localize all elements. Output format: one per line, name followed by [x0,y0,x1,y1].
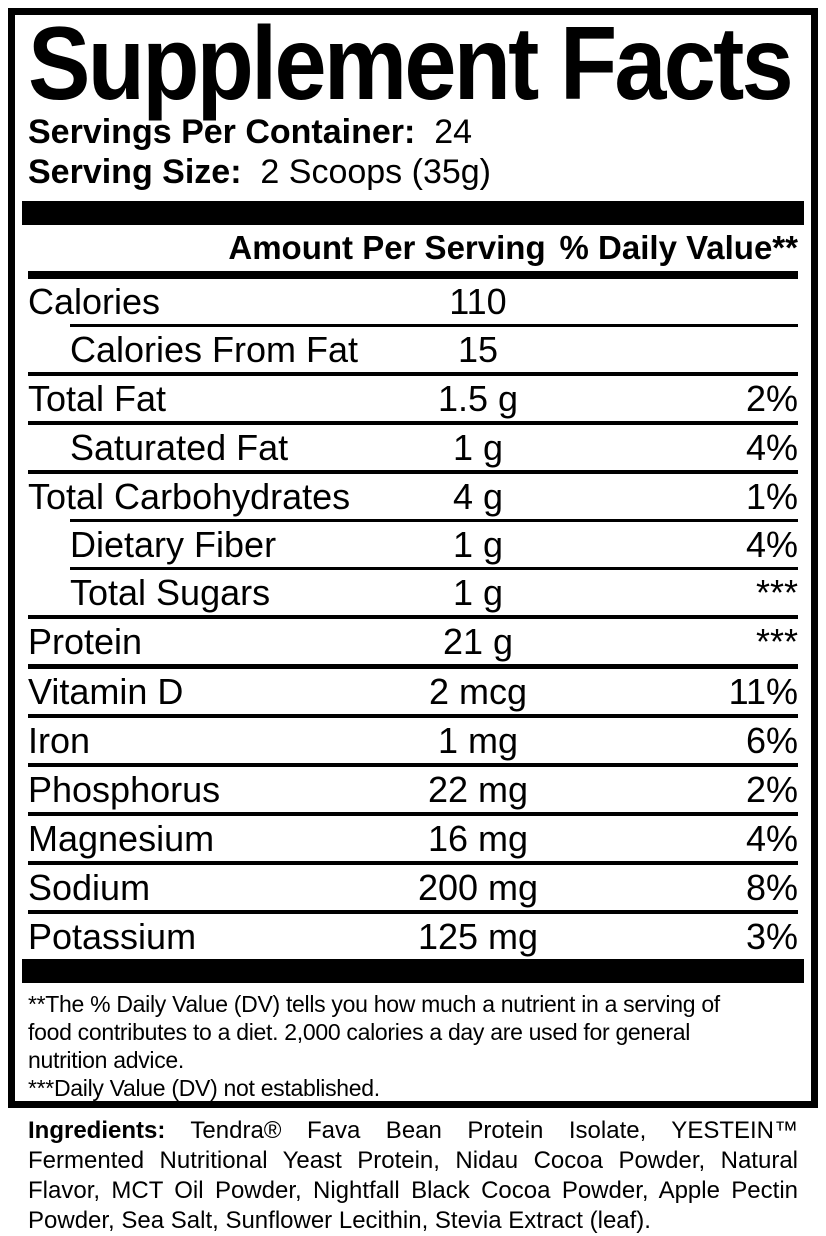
dv-footnote-line: nutrition advice. [28,1047,184,1073]
row-magnesium: Magnesium 16 mg 4% [28,816,798,861]
not-established-footnote: ***Daily Value (DV) not established. [28,1075,380,1101]
nutrient-dv: 3% [745,915,798,957]
dv-footnote-line: **The % Daily Value (DV) tells you how m… [28,991,720,1017]
nutrient-dv: 4% [745,523,798,565]
row-divider [28,812,798,816]
row-calories: Calories 110 [28,279,798,324]
nutrient-amount: 1 g [452,571,504,613]
amount-per-serving-header: Amount Per Serving [228,229,546,266]
serving-size-spacer [251,153,260,191]
row-iron: Iron 1 mg 6% [28,718,798,763]
row-sodium: Sodium 200 mg 8% [28,865,798,910]
nutrient-dv: 4% [745,817,798,859]
row-divider [70,567,798,570]
nutrient-name: Total Sugars [70,571,271,613]
row-divider [28,421,798,425]
thick-divider-bottom [22,959,804,983]
nutrient-name: Protein [28,620,143,662]
nutrient-amount: 4 g [452,475,504,517]
nutrient-name: Saturated Fat [70,426,289,468]
row-divider [28,664,798,669]
nutrient-amount: 1 g [452,523,504,565]
row-vitamin-d: Vitamin D 2 mcg 11% [28,669,798,714]
ingredients-line: Ingredients: Tendra® Fava Bean Protein I… [28,1116,798,1146]
row-saturated-fat: Saturated Fat 1 g 4% [28,425,798,470]
nutrient-name: Phosphorus [28,768,221,810]
nutrient-dv: 4% [745,426,798,468]
nutrient-name: Sodium [28,866,151,908]
header-rule [28,271,798,279]
daily-value-header: % Daily Value** [559,229,798,266]
nutrient-amount: 2 mcg [428,670,528,712]
nutrient-name: Calories From Fat [70,328,359,370]
nutrient-name: Total Carbohydrates [28,475,351,517]
row-divider [28,763,798,767]
nutrient-amount: 110 [449,280,507,322]
ingredients-line: Fermented Nutritional Yeast Protein, Nid… [28,1147,798,1174]
nutrient-amount: 125 mg [417,915,539,957]
serving-size: Serving Size: 2 Scoops (35g) [28,152,798,192]
servings-per-container-label: Servings Per Container: [28,113,416,151]
row-divider [28,615,798,619]
ingredients-section: Ingredients: Tendra® Fava Bean Protein I… [28,1116,798,1236]
nutrient-amount: 1 mg [437,719,519,761]
row-divider [28,714,798,718]
ingredients-label: Ingredients: [28,1117,166,1144]
ingredients-line: Flavor, MCT Oil Powder, Nightfall Black … [28,1177,798,1204]
row-protein: Protein 21 g *** [28,619,798,664]
nutrient-amount: 200 mg [417,866,539,908]
table-header: Amount Per Serving % Daily Value** [28,225,798,271]
nutrient-name: Iron [28,719,91,761]
nutrient-amount: 15 [457,328,499,370]
ingredients-line: Powder, Sea Salt, Sunflower Lecithin, St… [28,1207,651,1234]
servings-per-container: Servings Per Container: 24 [28,112,798,152]
nutrient-amount: 1 g [452,426,504,468]
panel-title: Supplement Facts [28,8,794,122]
row-divider [70,324,798,327]
nutrient-dv: *** [755,620,798,662]
row-divider [28,372,798,376]
nutrient-name: Total Fat [28,377,167,419]
nutrient-name: Calories [28,280,161,322]
nutrient-name: Magnesium [28,817,215,859]
row-divider [70,519,798,522]
servings-count: 24 [434,113,473,151]
row-calories-from-fat: Calories From Fat 15 [28,327,798,372]
row-divider [28,910,798,914]
row-total-carbohydrates: Total Carbohydrates 4 g 1% [28,474,798,519]
nutrient-name: Dietary Fiber [70,523,277,565]
facts-panel: Supplement Facts Servings Per Container:… [8,8,818,1108]
footnotes: **The % Daily Value (DV) tells you how m… [28,983,798,1101]
nutrient-dv: *** [755,571,798,613]
row-phosphorus: Phosphorus 22 mg 2% [28,767,798,812]
nutrient-dv: 11% [728,670,798,712]
ingredients-text: Tendra® Fava Bean Protein Isolate, YESTE… [190,1117,798,1144]
nutrient-amount: 22 mg [427,768,529,810]
row-potassium: Potassium 125 mg 3% [28,914,798,959]
row-total-fat: Total Fat 1.5 g 2% [28,376,798,421]
nutrient-dv: 2% [745,377,798,419]
dv-footnote-line: food contributes to a diet. 2,000 calori… [28,1019,691,1045]
nutrient-amount: 21 g [442,620,514,662]
thick-divider-top [22,201,804,225]
nutrient-name: Vitamin D [28,670,184,712]
serving-size-value: 2 Scoops (35g) [260,153,492,191]
nutrient-dv: 1% [745,475,798,517]
row-divider [28,861,798,865]
row-divider [28,470,798,474]
serving-size-label: Serving Size: [28,153,242,191]
nutrient-dv: 8% [745,866,798,908]
row-dietary-fiber: Dietary Fiber 1 g 4% [28,522,798,567]
nutrient-amount: 16 mg [427,817,529,859]
nutrient-amount: 1.5 g [437,377,519,419]
nutrient-dv: 6% [745,719,798,761]
nutrient-name: Potassium [28,915,197,957]
nutrient-dv: 2% [745,768,798,810]
row-total-sugars: Total Sugars 1 g *** [28,570,798,615]
